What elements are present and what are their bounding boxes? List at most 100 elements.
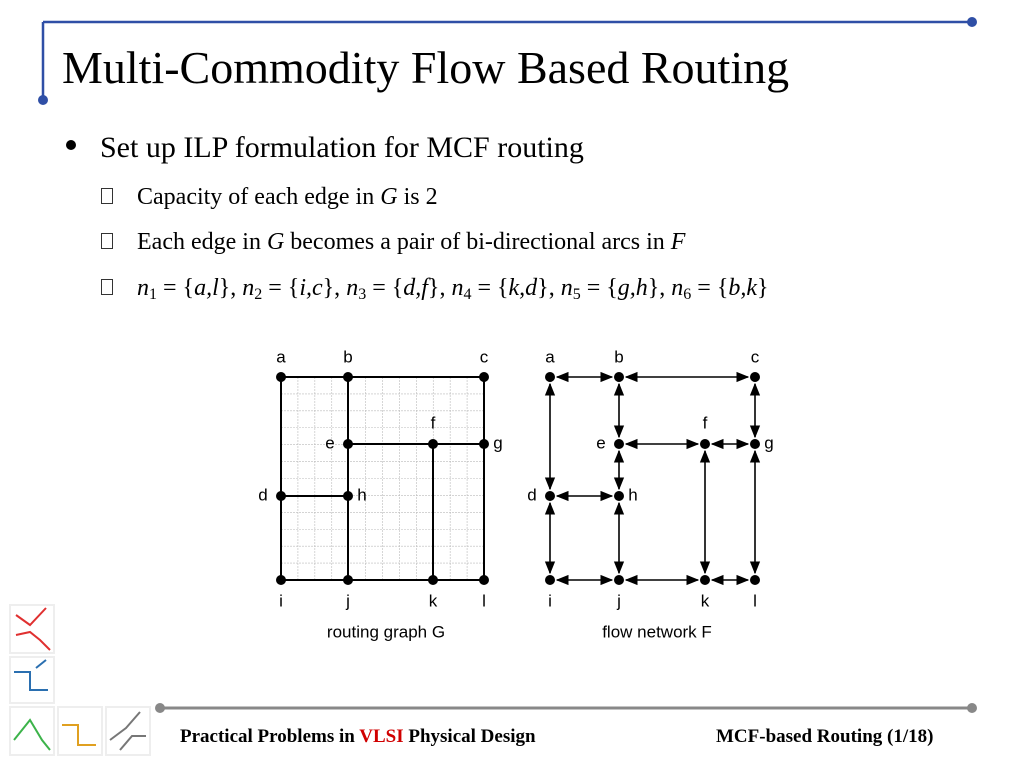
node [700,439,710,449]
bullet: Set up ILP formulation for MCF routing [100,131,584,164]
figure-caption: flow network F [602,622,712,641]
logo [9,604,151,756]
node-label: i [279,591,283,610]
text-run: Physical Design [403,726,536,747]
node-label: e [596,433,605,452]
node-label: d [258,485,267,504]
text-run: n [671,275,684,301]
node-label: h [628,485,637,504]
rule-dot [967,703,977,713]
node [343,439,353,449]
sub-bullet: Each edge in G becomes a pair of bi-dire… [137,227,685,257]
text-run: Practical Problems in [180,726,360,747]
text-run: n [242,275,255,301]
rule-dot [967,17,977,27]
node [343,491,353,501]
node [276,491,286,501]
node [750,372,760,382]
text-run: }, [322,275,347,301]
text-run: = { [691,275,729,301]
node-label: c [751,347,760,366]
text-run: F [670,229,686,255]
text-run: }, [427,275,452,301]
node [276,575,286,585]
sub-bullet: n1 = {a,l}, n2 = {i,c}, n3 = {d,f}, n4 =… [137,273,769,303]
node-label: k [701,591,710,610]
text-run: 1 [149,286,157,303]
node [343,575,353,585]
text-run: G [266,229,285,255]
text-run: i,c [299,275,323,301]
text-run: n [137,275,149,301]
text-run: = { [580,275,618,301]
node [700,575,710,585]
sub-bullet: Capacity of each edge in G is 2 [137,182,438,212]
text-run: = { [157,275,195,301]
node-label: a [276,347,286,366]
sub-bullet-marker [101,279,113,295]
text-run: }, [537,275,561,301]
sub-bullet-marker [101,188,113,204]
text-run: becomes a pair of bi-directional arcs in [284,229,671,255]
text-run: n [346,275,359,301]
text-run: = { [366,275,404,301]
node-label: j [616,591,621,610]
slide-title: Multi-Commodity Flow Based Routing [62,42,790,93]
bullet-marker [66,140,76,150]
text-run: 6 [683,286,692,303]
node-label: j [345,591,350,610]
node [614,372,624,382]
text-run: VLSI [359,726,404,747]
text-run: = { [262,275,300,301]
node [479,372,489,382]
figure-caption: routing graph G [327,622,445,641]
node-label: l [482,591,486,610]
text-run: 4 [463,286,472,303]
text-run: 2 [254,286,263,303]
node-label: b [614,347,623,366]
node-label: e [325,433,334,452]
node [276,372,286,382]
text-run: is 2 [397,184,438,210]
node-label: h [357,485,366,504]
node [343,372,353,382]
node [614,491,624,501]
node-label: f [431,413,436,432]
text-run: Each edge in [137,229,267,255]
node-label: f [703,413,708,432]
node [545,575,555,585]
sub-bullet-marker [101,233,113,249]
node-label: a [545,347,555,366]
node-label: l [753,591,757,610]
node-label: b [343,347,352,366]
node [614,575,624,585]
node-label: k [429,591,438,610]
text-run: 5 [572,286,581,303]
text-run: g,h [617,275,648,301]
text-run: G [380,184,398,210]
node-label: g [493,433,502,452]
text-run: a,l [194,275,219,301]
rule-dot [38,95,48,105]
text-run: 3 [358,286,367,303]
node [545,491,555,501]
footer-left: Practical Problems in VLSI Physical Desi… [180,726,536,748]
text-run: Capacity of each edge in [137,184,381,210]
text-run: }, [218,275,243,301]
rule-dot [155,703,165,713]
node [479,439,489,449]
text-run: b,k [728,275,758,301]
footer-right: MCF-based Routing (1/18) [716,726,934,747]
text-run: d,f [403,275,428,301]
node [750,439,760,449]
text-run: }, [647,275,672,301]
node [428,575,438,585]
node-label: c [480,347,489,366]
text-run: n [560,275,573,301]
text-run: } [757,275,769,301]
node [750,575,760,585]
node [545,372,555,382]
node [479,575,489,585]
